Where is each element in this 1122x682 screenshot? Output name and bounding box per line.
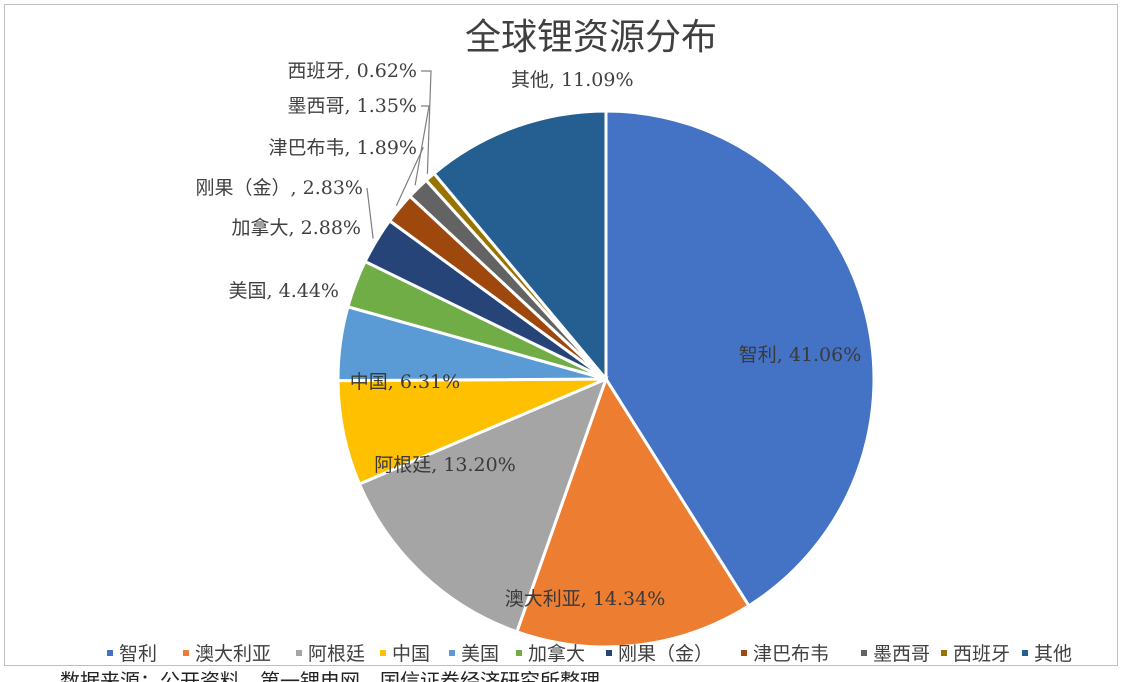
legend-marker-7 [606,650,612,656]
legend-label-7: 刚果（金） [618,643,713,665]
legend-marker-10 [941,650,947,656]
chart-frame: 全球锂资源分布 智利, 41.06% 澳大利亚, 14.34% 阿根廷, 13.20… [4,4,1118,666]
legend-label-10: 西班牙 [953,643,1010,665]
pie-slices [336,109,876,649]
data-label-7: 刚果（金）, 2.83% [196,177,363,199]
legend-marker-1 [107,650,113,656]
leader-line-10 [421,70,432,174]
legend-label-1: 智利 [119,643,157,665]
legend-marker-4 [380,650,386,656]
legend-marker-2 [183,650,189,656]
legend-marker-8 [741,650,747,656]
leader-line-7 [366,187,374,239]
legend: 智利 澳大利亚 阿根廷 中国 美国 加拿大 刚果（金） 津巴布韦 墨西哥 西班牙 其他 [107,642,1072,665]
data-label-10: 西班牙, 0.62% [288,60,417,82]
data-label-6: 加拿大, 2.88% [232,216,361,239]
data-label-9: 墨西哥, 1.35% [288,95,417,117]
data-label-8: 津巴布韦, 1.89% [269,137,417,159]
pie-slice-11 [431,109,608,384]
legend-label-2: 澳大利亚 [195,643,271,665]
legend-label-9: 墨西哥 [873,643,930,665]
legend-label-8: 津巴布韦 [753,643,829,665]
legend-label-5: 美国 [461,643,499,665]
legend-marker-11 [1022,650,1028,656]
legend-label-4: 中国 [392,643,430,665]
footer-source-note: 数据来源：公开资料，第一锂电网，国信证券经济研究所整理 [60,669,600,682]
data-labels: 智利, 41.06% 澳大利亚, 14.34% 阿根廷, 13.20% 中国, 6.3… [196,60,862,610]
legend-label-11: 其他 [1034,643,1072,665]
pie-slice-1 [604,109,876,608]
legend-label-3: 阿根廷 [308,643,365,665]
pie-slice-3 [357,376,609,634]
legend-marker-3 [296,650,302,656]
data-label-11: 其他, 11.09% [511,69,634,91]
data-label-1: 智利, 41.06% [739,344,862,366]
pie-slice-2 [514,375,751,649]
legend-marker-6 [516,650,522,656]
data-label-2: 澳大利亚, 14.34% [505,588,666,610]
pie-chart: 全球锂资源分布 智利, 41.06% 澳大利亚, 14.34% 阿根廷, 13.20… [107,17,1072,665]
chart-title: 全球锂资源分布 [465,17,717,58]
data-label-3: 阿根廷, 13.20% [374,454,516,476]
legend-label-6: 加拿大 [528,642,585,665]
leader-line-9 [414,105,430,186]
leader-lines [366,70,432,239]
legend-marker-9 [861,650,867,656]
data-label-4: 中国, 6.31% [350,371,460,393]
data-label-5: 美国, 4.44% [229,280,339,302]
legend-marker-5 [449,650,455,656]
